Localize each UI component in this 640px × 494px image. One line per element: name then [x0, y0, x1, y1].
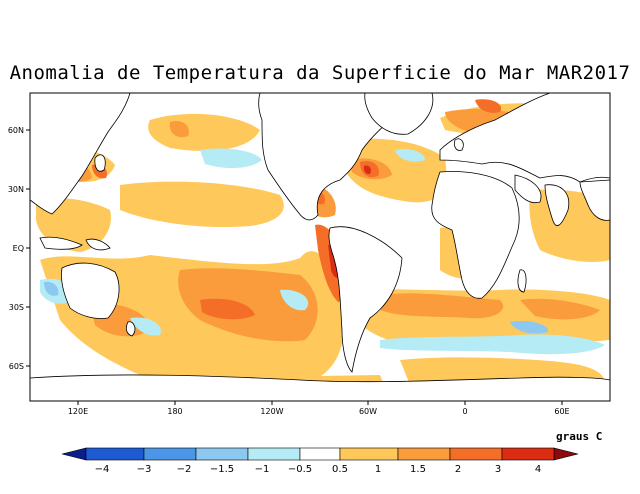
colorbar-label: −3	[137, 464, 152, 475]
anomaly-neg1-1p5	[44, 281, 549, 334]
colorbar-segment	[501, 447, 555, 461]
lat-label: 60N	[8, 126, 24, 135]
colorbar-label: 0.5	[332, 464, 348, 475]
colorbar-segment	[143, 447, 197, 461]
lon-label: 60E	[554, 407, 569, 416]
lon-label: 0	[462, 407, 467, 416]
indochina	[579, 179, 610, 221]
colorbar-segment	[299, 447, 341, 461]
colorbar-label: −0.5	[288, 464, 312, 475]
continents	[30, 93, 610, 401]
lat-label: 60S	[9, 362, 24, 371]
british-isles	[454, 138, 464, 151]
east-asia	[30, 93, 131, 215]
map-frame	[29, 92, 611, 402]
lat-axis: 60N 30N EQ 30S 60S	[8, 126, 30, 371]
colorbar-segment	[247, 447, 301, 461]
africa	[431, 171, 520, 299]
colorbar-segment	[449, 447, 503, 461]
lat-label: EQ	[13, 244, 24, 253]
south-america	[328, 226, 403, 373]
india	[544, 184, 570, 226]
lon-label: 180	[167, 407, 182, 416]
colorbar-segment	[397, 447, 451, 461]
lat-label: 30S	[9, 303, 24, 312]
australia	[61, 262, 120, 319]
arabia	[514, 174, 542, 204]
colorbar-label: 1	[375, 464, 381, 475]
indonesia	[39, 236, 83, 250]
colorbar: −4 −3 −2 −1.5 −1 −0.5 0.5 1 1.5 2 3 4	[61, 447, 579, 475]
colorbar-label: 4	[535, 464, 541, 475]
new-zealand	[125, 321, 136, 337]
colorbar-label: 2	[455, 464, 461, 475]
lat-label: 30N	[8, 185, 24, 194]
units-label: graus C	[556, 430, 603, 443]
colorbar-label: 1.5	[410, 464, 426, 475]
colorbar-left-arrow	[61, 447, 87, 461]
eurasia	[439, 93, 610, 183]
map-title: Anomalia de Temperatura da Superficie do…	[9, 62, 631, 84]
colorbar-segment	[85, 447, 145, 461]
lon-label: 120W	[260, 407, 283, 416]
greenland	[364, 93, 434, 135]
colorbar-label: −4	[95, 464, 110, 475]
colorbar-label: −1	[255, 464, 270, 475]
colorbar-segment	[339, 447, 399, 461]
colorbar-label: 3	[495, 464, 501, 475]
colorbar-label: −1.5	[210, 464, 234, 475]
lon-label: 60W	[359, 407, 377, 416]
lon-label: 120E	[68, 407, 88, 416]
japan	[94, 154, 106, 172]
madagascar	[517, 269, 527, 293]
antarctica	[30, 374, 610, 401]
lon-axis: 120E 180 120W 60W 0 60E	[68, 401, 570, 416]
colorbar-label: −2	[177, 464, 192, 475]
colorbar-segment	[195, 447, 249, 461]
colorbar-right-arrow	[553, 447, 579, 461]
